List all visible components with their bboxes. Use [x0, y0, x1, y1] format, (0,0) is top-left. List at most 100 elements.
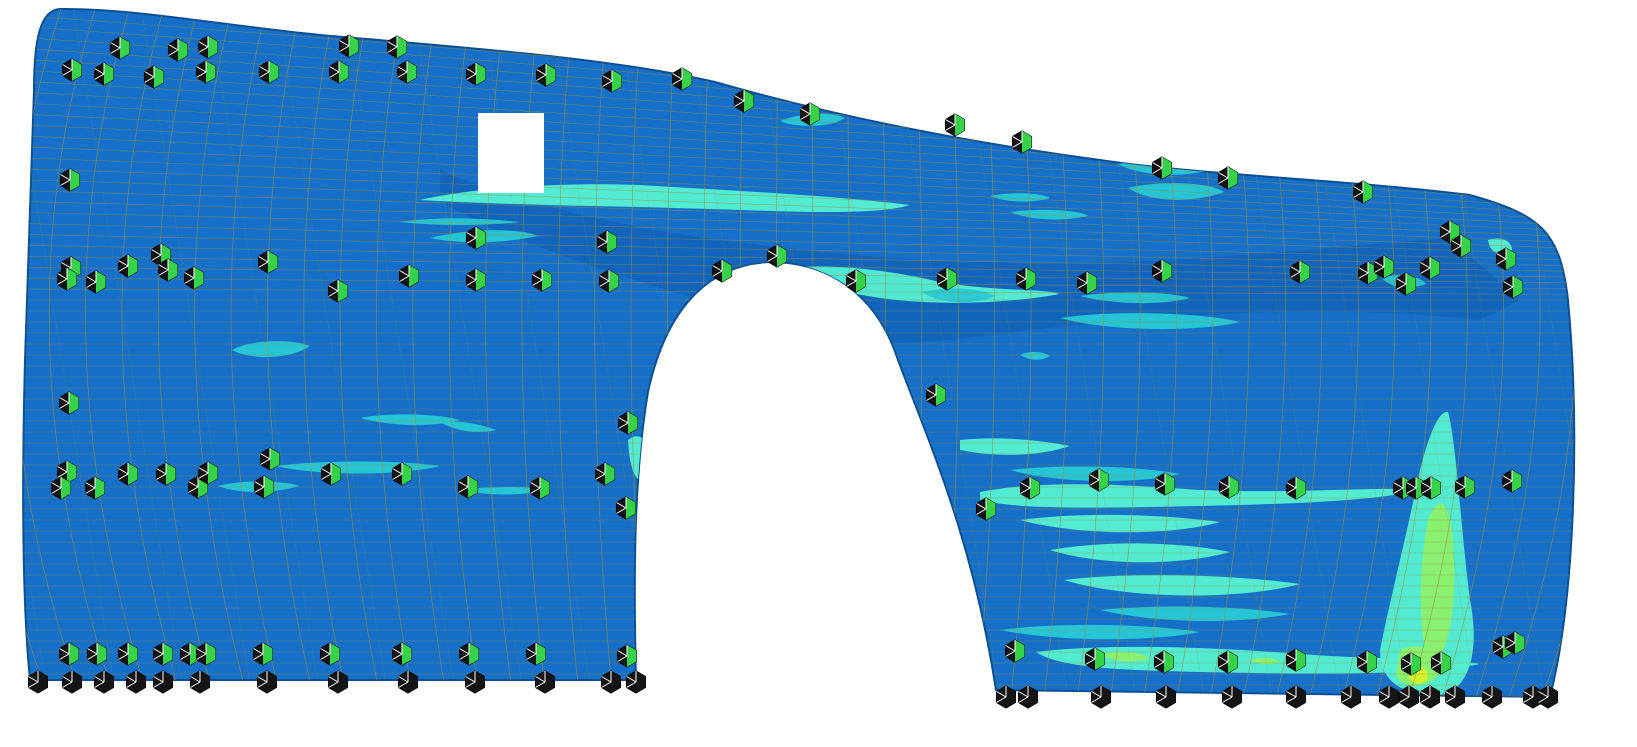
- node-spoke: [126, 681, 137, 688]
- node-marker: [1502, 275, 1524, 299]
- node-marker: [1217, 166, 1239, 190]
- node-green-half: [545, 671, 555, 693]
- node-green-half: [268, 251, 278, 273]
- node-spoke: [1455, 481, 1466, 488]
- node-spoke: [151, 249, 162, 256]
- node-spoke: [595, 468, 606, 475]
- stress-patch: [1100, 652, 1150, 662]
- node-green-half: [476, 227, 486, 249]
- node-marker: [398, 264, 420, 288]
- node-spoke: [1156, 696, 1167, 703]
- node-spoke: [597, 236, 608, 243]
- node-spoke: [1018, 691, 1029, 698]
- node-green-half: [67, 268, 77, 290]
- node-spoke: [328, 676, 339, 683]
- stress-patch: [360, 414, 460, 426]
- node-green-half: [1296, 686, 1306, 708]
- node-spoke: [387, 46, 398, 53]
- node-green-half: [1162, 157, 1172, 179]
- node-spoke: [94, 676, 105, 683]
- node-spoke: [846, 275, 857, 282]
- node-spoke: [86, 281, 97, 288]
- node-green-half: [104, 671, 114, 693]
- node-marker: [157, 258, 179, 282]
- node-green-half: [128, 255, 138, 277]
- node-green-half: [208, 36, 218, 58]
- node-marker: [1400, 652, 1422, 676]
- node-marker: [944, 113, 966, 137]
- node-spoke: [398, 681, 409, 688]
- node-marker: [86, 642, 108, 666]
- support-marker: [61, 670, 83, 694]
- node-marker: [975, 497, 997, 521]
- mesh-diagonal-line: [23, 8, 57, 698]
- node-marker: [594, 462, 616, 486]
- node-green-half: [128, 463, 138, 485]
- node-marker: [338, 34, 360, 58]
- mesh-column-line: [448, 8, 489, 698]
- node-marker: [327, 279, 349, 303]
- mesh-row-line: [23, 123, 1575, 213]
- node-spoke: [321, 468, 332, 475]
- node-spoke: [532, 274, 543, 281]
- support-marker: [625, 670, 647, 694]
- mesh-row-line: [23, 178, 1575, 240]
- node-spoke: [601, 676, 612, 683]
- node-spoke: [1152, 265, 1163, 272]
- node-spoke: [254, 481, 265, 488]
- node-spoke: [328, 290, 339, 297]
- node-marker: [1504, 631, 1526, 655]
- node-spoke: [151, 254, 162, 261]
- node-green-half: [270, 448, 280, 470]
- node-green-half: [72, 59, 82, 81]
- node-marker: [596, 230, 618, 254]
- node-spoke: [626, 676, 637, 683]
- node-green-half: [468, 476, 478, 498]
- node-marker: [616, 644, 638, 668]
- node-marker: [386, 35, 408, 59]
- node-spoke: [392, 653, 403, 660]
- node-spoke: [198, 41, 209, 48]
- mesh-column-line: [339, 8, 391, 698]
- node-spoke: [599, 275, 610, 282]
- node-markers: [50, 34, 1526, 676]
- node-spoke: [926, 389, 937, 396]
- node-green-half: [1548, 686, 1558, 708]
- node-spoke: [118, 260, 129, 267]
- node-green-half: [408, 671, 418, 693]
- rectangular-cutout: [478, 113, 544, 193]
- node-spoke: [153, 681, 164, 688]
- node-spoke: [1420, 267, 1431, 274]
- node-spoke: [198, 46, 209, 53]
- node-spoke: [1538, 691, 1549, 698]
- node-green-half: [1101, 686, 1111, 708]
- node-spoke: [1005, 650, 1016, 657]
- node-spoke: [1154, 661, 1165, 668]
- node-marker: [1088, 468, 1110, 492]
- node-green-half: [722, 260, 732, 282]
- node-marker: [465, 268, 487, 292]
- node-green-half: [263, 643, 273, 665]
- node-marker: [531, 268, 553, 292]
- node-marker: [615, 496, 637, 520]
- node-spoke: [945, 124, 956, 131]
- mesh-column-line: [594, 8, 618, 698]
- node-green-half: [1363, 181, 1373, 203]
- node-spoke: [459, 653, 470, 660]
- node-marker: [457, 475, 479, 499]
- node-marker: [93, 62, 115, 86]
- node-spoke: [466, 232, 477, 239]
- stress-patch: [232, 341, 310, 358]
- node-spoke: [180, 648, 191, 655]
- node-spoke: [1445, 691, 1456, 698]
- node-spoke: [1374, 266, 1385, 273]
- node-spoke: [258, 261, 269, 268]
- node-spoke: [188, 481, 199, 488]
- node-spoke: [617, 650, 628, 657]
- node-spoke: [996, 696, 1007, 703]
- stress-patch: [960, 438, 1070, 455]
- node-spoke: [1358, 267, 1369, 274]
- node-spoke: [734, 95, 745, 102]
- node-spoke: [1290, 266, 1301, 273]
- node-spoke: [712, 270, 723, 277]
